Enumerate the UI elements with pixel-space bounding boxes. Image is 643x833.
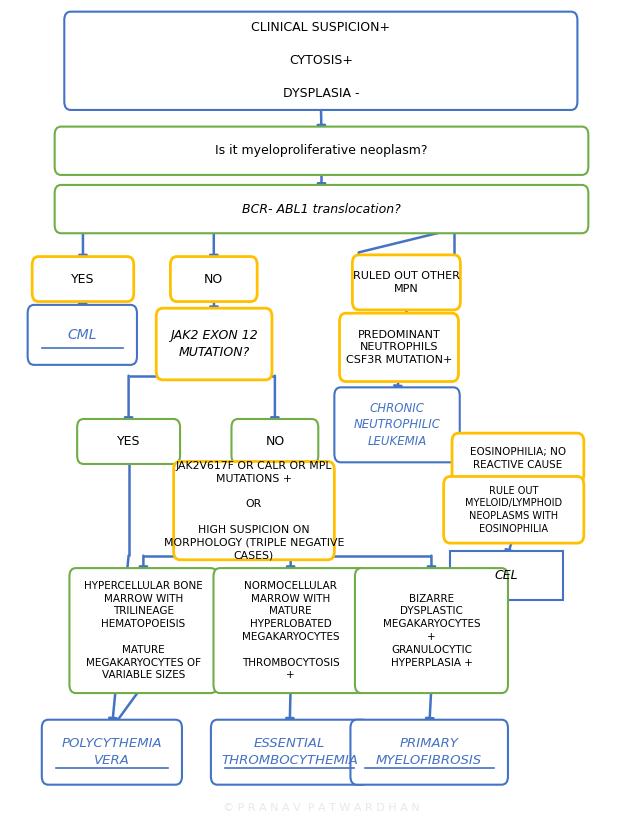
FancyBboxPatch shape [334, 387, 460, 462]
FancyBboxPatch shape [156, 308, 272, 380]
FancyBboxPatch shape [77, 419, 180, 464]
Text: RULED OUT OTHER
MPN: RULED OUT OTHER MPN [353, 271, 460, 294]
Text: NORMOCELLULAR
MARROW WITH
MATURE
HYPERLOBATED
MEGAKARYOCYTES

THROMBOCYTOSIS
+: NORMOCELLULAR MARROW WITH MATURE HYPERLO… [242, 581, 340, 681]
FancyBboxPatch shape [211, 720, 368, 785]
Text: PRIMARY
MYELOFIBROSIS: PRIMARY MYELOFIBROSIS [376, 737, 482, 767]
Text: ESSENTIAL
THROMBOCYTHEMIA: ESSENTIAL THROMBOCYTHEMIA [221, 737, 358, 767]
Text: EOSINOPHILIA; NO
REACTIVE CAUSE: EOSINOPHILIA; NO REACTIVE CAUSE [470, 446, 566, 470]
FancyBboxPatch shape [450, 551, 563, 600]
FancyBboxPatch shape [32, 257, 134, 302]
FancyBboxPatch shape [444, 476, 584, 543]
FancyBboxPatch shape [231, 419, 318, 464]
FancyBboxPatch shape [355, 568, 508, 693]
FancyBboxPatch shape [28, 305, 137, 365]
Text: CML: CML [68, 328, 97, 342]
FancyBboxPatch shape [452, 433, 584, 483]
FancyBboxPatch shape [170, 257, 257, 302]
Text: RULE OUT
MYELOID/LYMPHOID
NEOPLASMS WITH
EOSINOPHILIA: RULE OUT MYELOID/LYMPHOID NEOPLASMS WITH… [465, 486, 563, 534]
Text: YES: YES [71, 272, 95, 286]
FancyBboxPatch shape [42, 720, 182, 785]
Text: JAK2 EXON 12
MUTATION?: JAK2 EXON 12 MUTATION? [170, 329, 258, 359]
Text: Is it myeloproliferative neoplasm?: Is it myeloproliferative neoplasm? [215, 144, 428, 157]
FancyBboxPatch shape [340, 313, 458, 382]
Text: PREDOMINANT
NEUTROPHILS
CSF3R MUTATION+: PREDOMINANT NEUTROPHILS CSF3R MUTATION+ [346, 330, 452, 365]
FancyBboxPatch shape [352, 255, 460, 310]
FancyBboxPatch shape [55, 185, 588, 233]
Text: JAK2V617F OR CALR OR MPL
MUTATIONS +

OR

HIGH SUSPICION ON
MORPHOLOGY (TRIPLE N: JAK2V617F OR CALR OR MPL MUTATIONS + OR … [164, 461, 344, 561]
FancyBboxPatch shape [213, 568, 368, 693]
Text: CLINICAL SUSPICION+

CYTOSIS+

DYSPLASIA -: CLINICAL SUSPICION+ CYTOSIS+ DYSPLASIA - [251, 22, 390, 100]
Text: © P R A N A V  P A T W A R D H A N: © P R A N A V P A T W A R D H A N [223, 803, 420, 813]
Text: CEL: CEL [494, 569, 518, 582]
FancyBboxPatch shape [174, 461, 334, 560]
Text: CHRONIC
NEUTROPHILIC
LEUKEMIA: CHRONIC NEUTROPHILIC LEUKEMIA [354, 402, 440, 448]
FancyBboxPatch shape [350, 720, 508, 785]
Text: POLYCYTHEMIA
VERA: POLYCYTHEMIA VERA [62, 737, 162, 767]
FancyBboxPatch shape [64, 12, 577, 110]
Text: BCR- ABL1 translocation?: BCR- ABL1 translocation? [242, 202, 401, 216]
Text: BIZARRE
DYSPLASTIC
MEGAKARYOCYTES
+
GRANULOCYTIC
HYPERPLASIA +: BIZARRE DYSPLASTIC MEGAKARYOCYTES + GRAN… [383, 594, 480, 667]
Text: HYPERCELLULAR BONE
MARROW WITH
TRILINEAGE
HEMATOPOEISIS

MATURE
MEGAKARYOCYTES O: HYPERCELLULAR BONE MARROW WITH TRILINEAG… [84, 581, 203, 681]
FancyBboxPatch shape [55, 127, 588, 175]
Text: NO: NO [204, 272, 223, 286]
Text: YES: YES [117, 435, 140, 448]
FancyBboxPatch shape [69, 568, 217, 693]
Text: NO: NO [266, 435, 284, 448]
